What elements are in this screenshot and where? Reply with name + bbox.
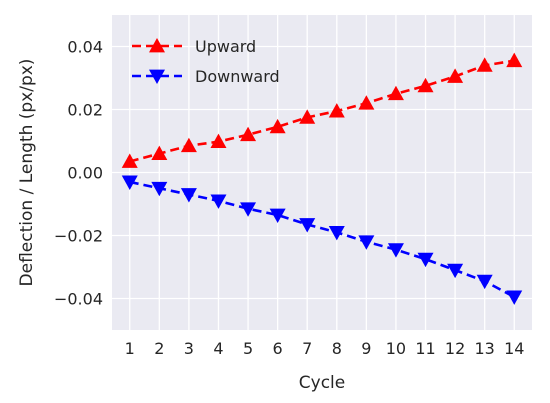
data-point — [151, 181, 168, 197]
series-downward — [121, 175, 523, 305]
data-point — [506, 52, 523, 68]
series-layer — [121, 52, 523, 305]
legend-marker — [149, 38, 165, 53]
data-point — [417, 252, 434, 268]
data-point — [447, 68, 464, 83]
data-point — [269, 118, 286, 134]
y-tick-label: 0.02 — [67, 101, 103, 120]
y-tick-label: −0.04 — [54, 290, 103, 309]
data-point — [180, 188, 197, 203]
legend: Upward Downward — [132, 37, 280, 86]
data-point — [358, 95, 375, 110]
data-point — [240, 202, 257, 217]
x-tick-label: 10 — [386, 339, 406, 358]
legend-item-downward: Downward — [132, 67, 280, 86]
legend-label: Downward — [195, 67, 280, 86]
data-point — [387, 243, 404, 258]
data-point — [358, 235, 375, 250]
data-point — [476, 274, 493, 290]
data-point — [151, 145, 168, 160]
legend-label: Upward — [195, 37, 256, 56]
data-point — [121, 153, 138, 168]
y-tick-labels: −0.04 −0.02 0.00 0.02 0.04 — [54, 38, 103, 309]
series-line — [129, 180, 515, 299]
x-tick-label: 12 — [445, 339, 465, 358]
data-point — [447, 263, 464, 279]
data-point — [328, 225, 345, 241]
x-tick-label: 2 — [154, 339, 164, 358]
data-point — [328, 103, 345, 118]
x-tick-label: 7 — [302, 339, 312, 358]
data-point — [180, 137, 197, 153]
x-tick-labels: 1 2 3 4 5 6 7 8 9 10 11 12 13 14 — [125, 339, 525, 358]
x-axis-label: Cycle — [299, 373, 345, 393]
x-tick-label: 6 — [273, 339, 283, 358]
x-tick-label: 14 — [504, 339, 524, 358]
y-axis-label: Deflection / Length (px/px) — [17, 59, 37, 287]
y-tick-label: −0.02 — [54, 227, 103, 246]
legend-item-upward: Upward — [132, 37, 256, 56]
data-point — [417, 77, 434, 93]
data-point — [299, 218, 316, 233]
x-tick-label: 8 — [332, 339, 342, 358]
x-tick-label: 11 — [415, 339, 435, 358]
y-tick-label: 0.04 — [67, 38, 103, 57]
legend-marker — [149, 69, 165, 84]
x-tick-label: 4 — [213, 339, 223, 358]
x-tick-label: 9 — [361, 339, 371, 358]
data-point — [210, 194, 227, 209]
data-point — [299, 109, 316, 124]
data-point — [476, 57, 493, 72]
data-point — [387, 85, 404, 101]
data-point — [121, 175, 138, 190]
x-tick-label: 13 — [474, 339, 494, 358]
series-line — [129, 59, 515, 163]
x-tick-label: 1 — [125, 339, 135, 358]
x-tick-label: 3 — [184, 339, 194, 358]
series-upward — [121, 52, 523, 168]
y-tick-label: 0.00 — [67, 164, 103, 183]
data-point — [210, 133, 227, 149]
data-point — [269, 208, 286, 224]
x-tick-label: 5 — [243, 339, 253, 358]
grid — [112, 15, 532, 330]
data-point — [240, 126, 257, 142]
data-point — [506, 290, 523, 305]
